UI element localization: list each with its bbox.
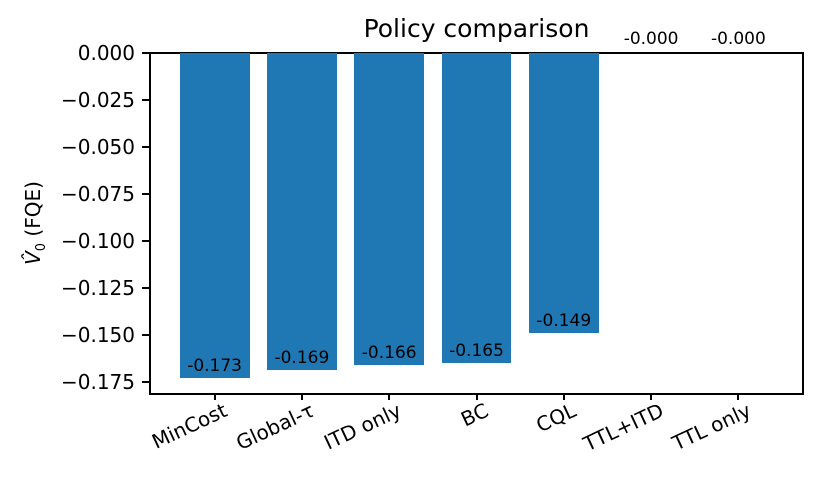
y-axis-tick [142, 98, 149, 101]
chart-title: Policy comparison [363, 14, 590, 43]
y-axis-tick-label: −0.150 [60, 322, 135, 347]
bar-value-label: -0.000 [710, 29, 766, 49]
bar [266, 53, 337, 371]
bar-value-label: -0.166 [361, 342, 417, 363]
y-axis-tick-label: −0.075 [60, 181, 135, 206]
x-axis-tick-label: BC [457, 398, 493, 432]
x-axis-tick-label: ITD only [320, 398, 405, 455]
x-axis-tick-label: Global-τ [232, 398, 318, 455]
bar-value-label: -0.173 [187, 355, 242, 376]
bar-value-label: -0.000 [623, 29, 679, 49]
y-axis-tick [142, 192, 149, 195]
x-axis-tick [213, 393, 216, 400]
y-axis-tick [142, 333, 149, 336]
y-axis-tick [142, 380, 149, 383]
x-axis-tick [737, 393, 740, 400]
y-axis-tick [142, 286, 149, 289]
bar-value-label: -0.165 [449, 340, 504, 361]
bar-value-label: -0.149 [536, 310, 592, 331]
y-axis-tick-label: −0.100 [60, 228, 135, 253]
y-axis-tick-label: −0.125 [60, 275, 135, 300]
y-axis-tick-label: 0.000 [77, 41, 135, 65]
y-axis-tick [142, 145, 149, 148]
x-axis-tick-label: MinCost [147, 398, 231, 454]
bar [528, 53, 599, 333]
bar [441, 53, 512, 363]
y-axis-tick-label: −0.050 [60, 134, 135, 159]
y-axis-label-variable: V̂ [21, 251, 45, 265]
bar-value-label: -0.169 [274, 348, 330, 369]
x-axis-tick [300, 393, 303, 400]
y-axis-label-units: (FQE) [21, 181, 45, 243]
y-axis-tick [142, 239, 149, 242]
x-axis-tick-label: CQL [532, 398, 580, 438]
x-axis-tick [475, 393, 478, 400]
x-axis-tick [650, 393, 653, 400]
y-axis-tick [142, 52, 149, 54]
y-axis-tick-label: −0.025 [60, 87, 135, 112]
x-axis-tick [562, 393, 565, 400]
y-axis-label: V̂0 (FQE) [20, 123, 49, 323]
x-axis-tick-label: TTL only [667, 398, 755, 456]
y-axis-tick-label: −0.175 [60, 369, 135, 394]
x-axis-tick [388, 393, 391, 400]
x-axis-tick-label: TTL+ITD [579, 398, 667, 456]
bar [179, 53, 250, 378]
bar [354, 53, 425, 365]
